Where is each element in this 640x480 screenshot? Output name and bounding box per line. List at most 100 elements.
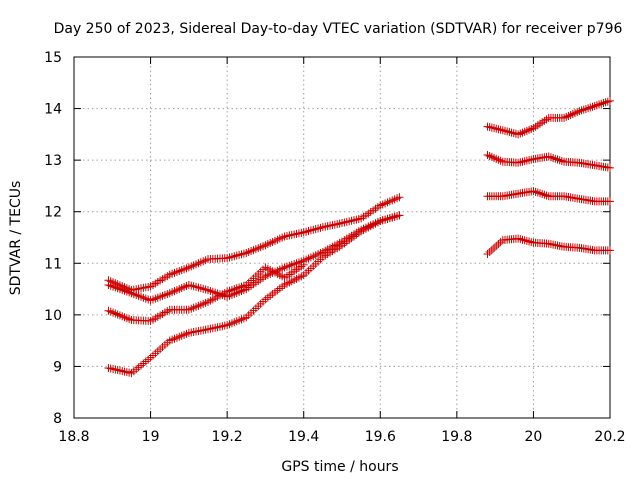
data-point [522, 236, 531, 245]
data-point [483, 250, 492, 259]
data-point [606, 96, 614, 105]
x-axis-label: GPS time / hours [281, 459, 398, 475]
plot-frame [73, 56, 611, 419]
data-point [490, 124, 499, 133]
data-point [125, 368, 134, 377]
data-point [531, 187, 540, 196]
data-point [120, 313, 129, 322]
data-point [518, 235, 527, 244]
data-point [546, 153, 555, 162]
series-H [483, 234, 614, 259]
data-point [122, 368, 131, 377]
data-point [586, 103, 595, 112]
x-tick-label: 20.2 [594, 429, 625, 445]
data-point [581, 104, 590, 113]
data-point [111, 365, 120, 374]
data-point [544, 152, 553, 161]
data-point [487, 123, 496, 132]
series-A [104, 193, 404, 295]
data-point [485, 123, 494, 132]
data-point [494, 240, 503, 249]
x-tick-label: 19.2 [212, 429, 243, 445]
data-point [606, 163, 614, 172]
data-point [111, 309, 120, 318]
data-point [115, 366, 124, 375]
data-point [109, 308, 118, 317]
data-point [540, 190, 549, 199]
data-point [485, 248, 494, 257]
axis-ticks: 18.8 19 19.2 19.4 19.6 19.8 20 20.2 8 9 10 11 12 13 14… [44, 50, 625, 445]
data-point [518, 157, 527, 166]
data-point [118, 367, 127, 376]
y-tick-label: 8 [53, 411, 62, 427]
data-point [527, 238, 536, 247]
data-point [551, 154, 560, 163]
data-point [500, 126, 509, 135]
data-point [588, 102, 597, 111]
x-tick-label: 20 [525, 429, 543, 445]
series-B [104, 211, 404, 305]
y-tick-label: 13 [44, 153, 62, 169]
data-point [118, 312, 127, 321]
y-tick-label: 11 [44, 256, 62, 272]
data-point [597, 99, 606, 108]
data-point [125, 315, 134, 324]
x-tick-label: 19.8 [441, 429, 472, 445]
y-tick-label: 15 [44, 50, 62, 66]
data-point [549, 154, 558, 163]
data-point [592, 101, 601, 110]
data-point [522, 156, 531, 165]
data-point [299, 260, 308, 269]
data-point [606, 197, 614, 206]
data-point [494, 125, 503, 134]
data-point [595, 100, 604, 109]
data-point [557, 156, 566, 165]
data-point [516, 158, 525, 167]
data-point [525, 156, 534, 165]
data-point [520, 157, 529, 166]
data-point [542, 191, 551, 200]
y-tick-label: 14 [44, 102, 62, 118]
data-point [120, 367, 129, 376]
data-point [104, 306, 113, 315]
x-tick-label: 19 [142, 429, 160, 445]
data-point [498, 126, 507, 135]
data-point [395, 211, 404, 220]
series-D [104, 211, 404, 378]
data-point [533, 188, 542, 197]
data-point [122, 314, 131, 323]
x-tick-label: 18.8 [58, 429, 89, 445]
data-point [529, 187, 538, 196]
data-point [603, 97, 612, 106]
data-point [113, 310, 122, 319]
data-point [507, 128, 516, 137]
data-point [505, 128, 514, 136]
data-point [503, 127, 512, 136]
data-point [492, 124, 501, 133]
data-point [527, 155, 536, 164]
data-point [535, 189, 544, 198]
x-tick-label: 19.4 [288, 429, 319, 445]
data-point [606, 246, 614, 255]
data-point [496, 125, 505, 134]
data-point [115, 311, 124, 320]
y-tick-label: 9 [53, 359, 62, 375]
data-point [487, 246, 496, 255]
data-point [520, 236, 529, 245]
data-point [553, 155, 562, 164]
data-point [601, 98, 610, 107]
data-point [490, 244, 499, 253]
series-C [104, 260, 308, 326]
data-point [113, 366, 122, 375]
data-points [104, 96, 614, 378]
data-point [106, 364, 115, 373]
data-point [555, 156, 564, 165]
data-point [492, 242, 501, 251]
data-point [599, 99, 608, 108]
y-tick-label: 12 [44, 205, 62, 221]
series-E [483, 96, 614, 139]
data-point [106, 307, 115, 316]
data-point [104, 363, 113, 372]
data-point [584, 104, 593, 113]
